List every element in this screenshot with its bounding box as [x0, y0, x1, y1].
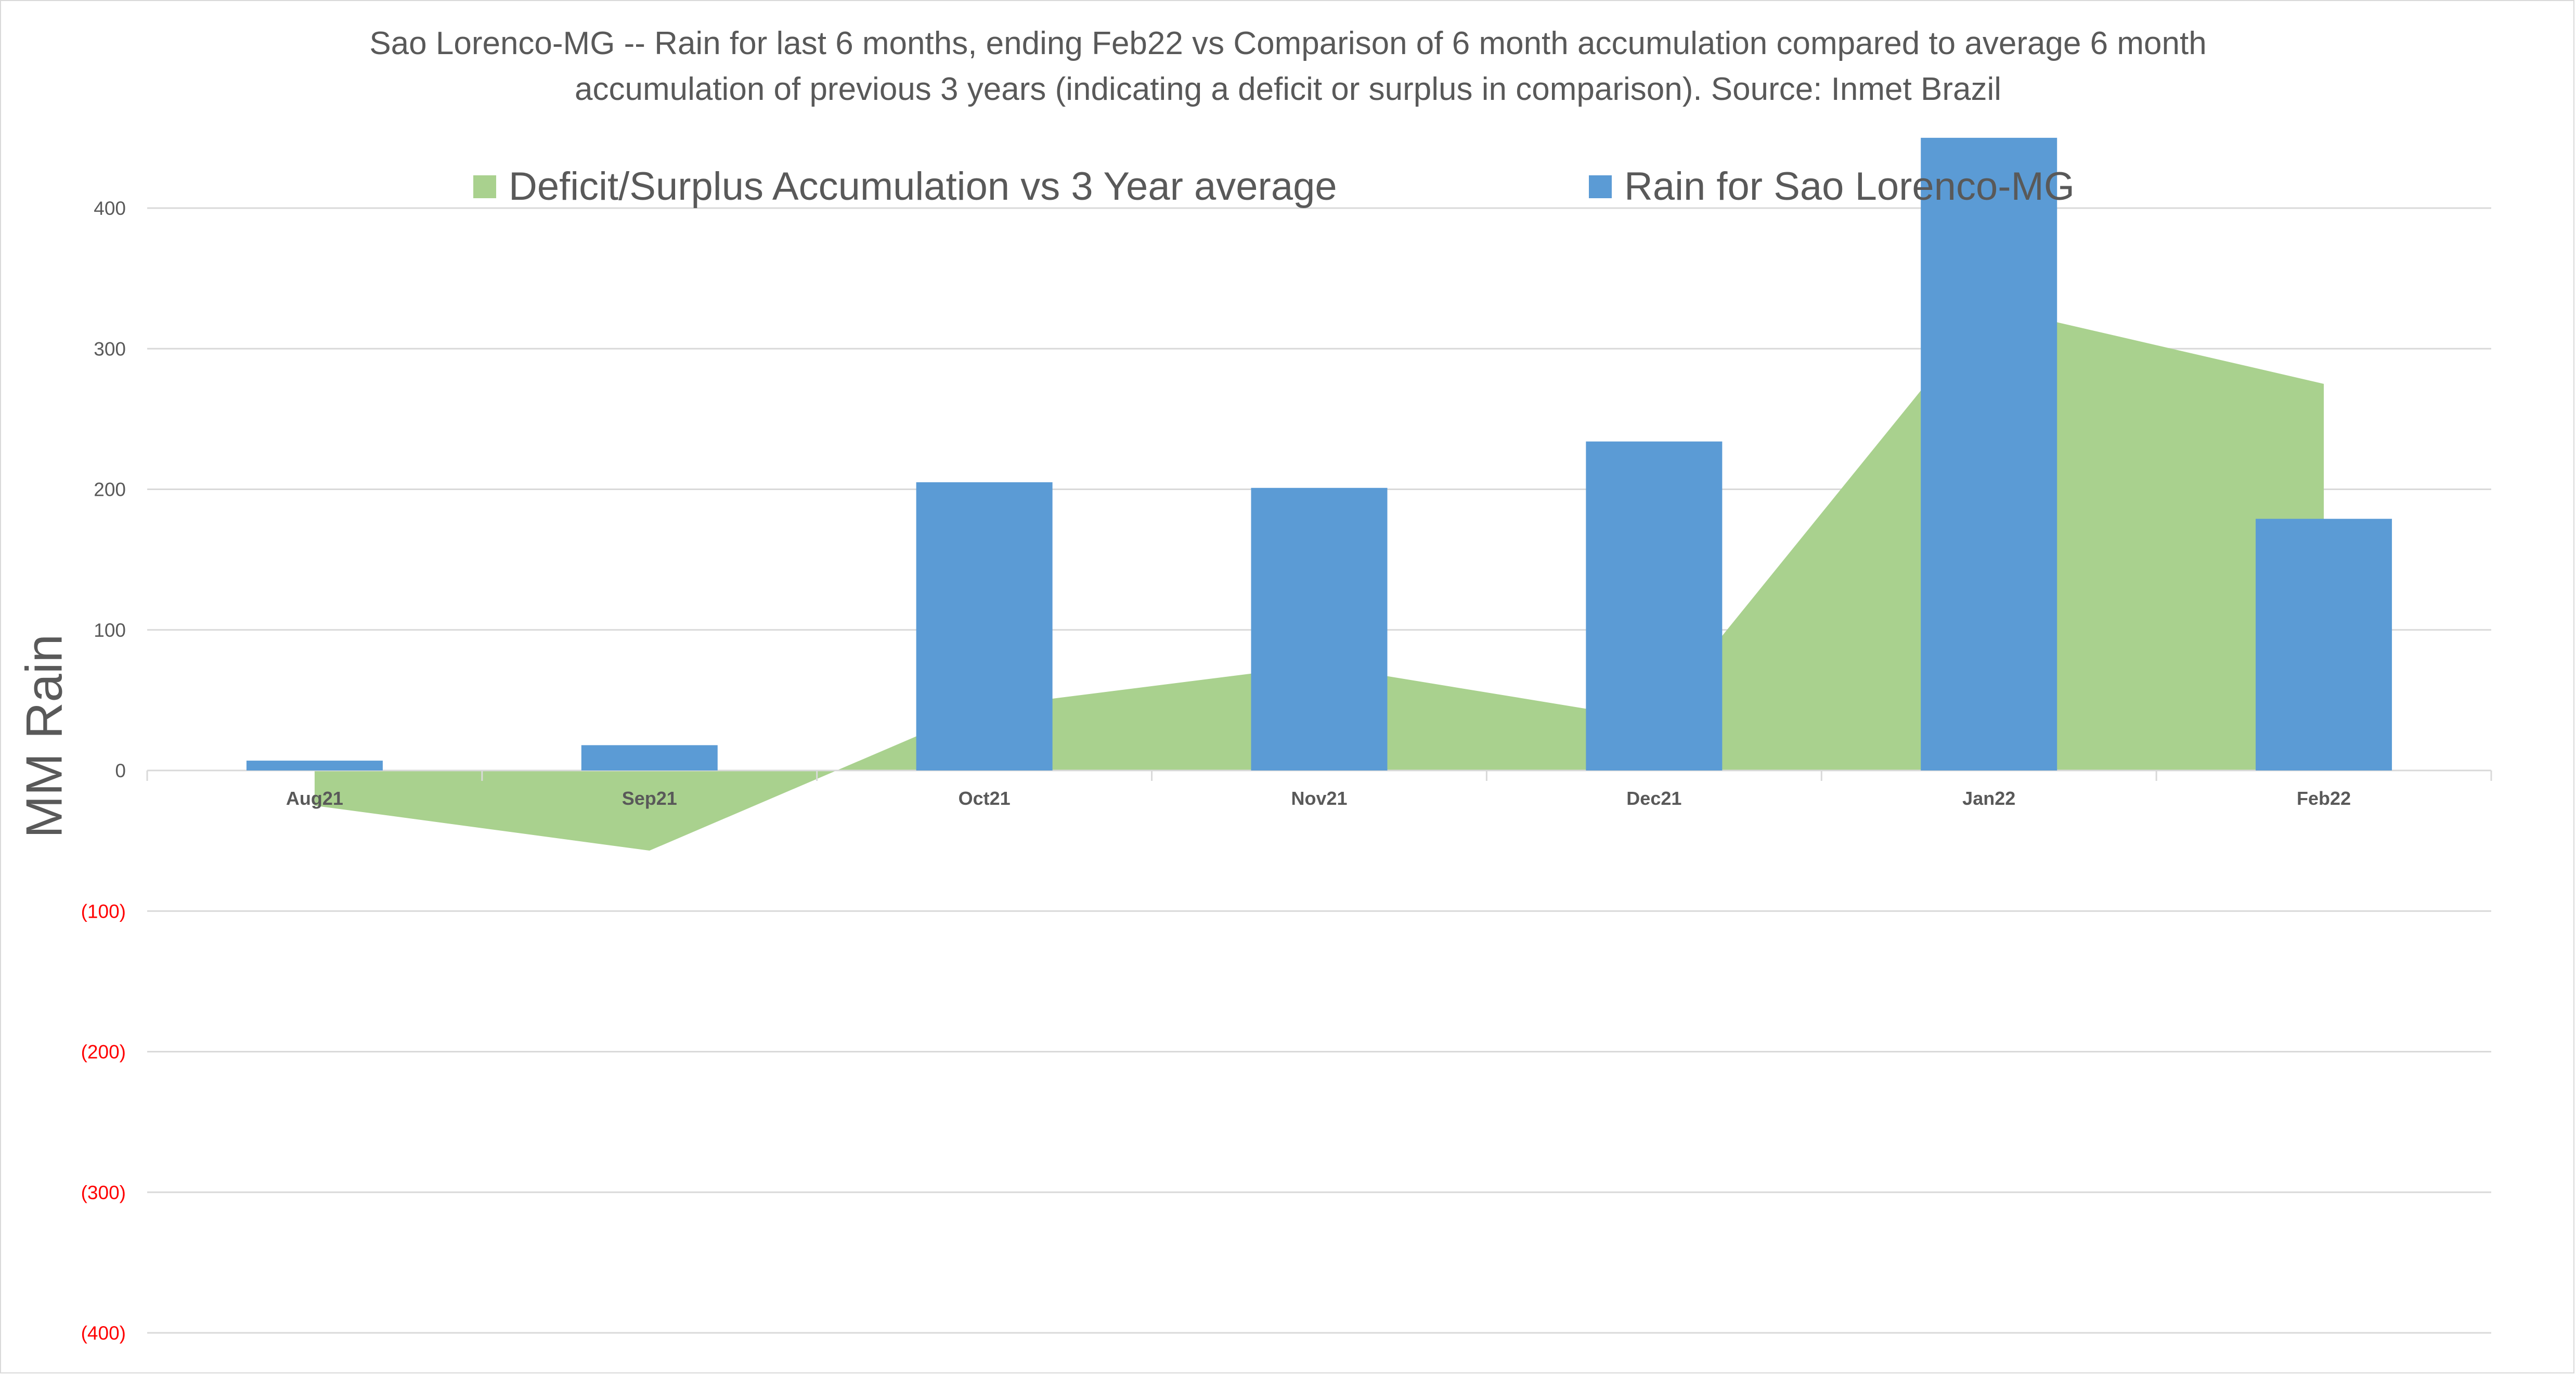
y-tick-label: 200 — [94, 479, 126, 500]
chart-title-line-2: accumulation of previous 3 years (indica… — [574, 71, 2001, 107]
x-tick-label: Aug21 — [286, 788, 343, 809]
bar-rain-nov21 — [1251, 487, 1388, 770]
bar-rain-oct21 — [916, 482, 1053, 770]
chart-title: Sao Lorenco-MG -- Rain for last 6 months… — [0, 21, 2576, 112]
legend-item-deficit-surplus: Deficit/Surplus Accumulation vs 3 Year a… — [473, 164, 1337, 209]
bar-rain-aug21 — [246, 761, 383, 770]
bar-rain-dec21 — [1586, 441, 1723, 770]
y-tick-label: (400) — [81, 1322, 126, 1344]
y-axis-title: MM Rain — [15, 634, 73, 839]
legend: Deficit/Surplus Accumulation vs 3 Year a… — [0, 164, 2576, 216]
y-tick-label: (200) — [81, 1042, 126, 1063]
x-tick-label: Dec21 — [1626, 788, 1681, 809]
x-tick-label: Jan22 — [1962, 788, 2015, 809]
x-tick-label: Sep21 — [622, 788, 677, 809]
legend-swatch-deficit-surplus — [473, 175, 496, 198]
area-deficit-surplus — [314, 306, 2324, 851]
y-tick-label: (300) — [81, 1182, 126, 1203]
chart-title-line-1: Sao Lorenco-MG -- Rain for last 6 months… — [369, 25, 2207, 61]
bar-rain-feb22 — [2256, 519, 2392, 770]
bar-rain-jan22 — [1921, 137, 2057, 770]
legend-item-rain: Rain for Sao Lorenco-MG — [1589, 164, 2075, 209]
x-tick-label: Feb22 — [2297, 788, 2351, 809]
bar-rain-sep21 — [581, 745, 718, 770]
y-tick-label: 400 — [94, 198, 126, 219]
y-tick-label: (100) — [81, 901, 126, 922]
y-tick-label: 300 — [94, 338, 126, 359]
legend-swatch-rain — [1589, 175, 1612, 198]
legend-label-deficit-surplus: Deficit/Surplus Accumulation vs 3 Year a… — [509, 164, 1337, 209]
x-tick-label: Oct21 — [959, 788, 1011, 809]
legend-label-rain: Rain for Sao Lorenco-MG — [1624, 164, 2075, 209]
y-tick-label: 0 — [115, 760, 126, 781]
y-tick-label: 100 — [94, 620, 126, 641]
x-tick-label: Nov21 — [1291, 788, 1347, 809]
